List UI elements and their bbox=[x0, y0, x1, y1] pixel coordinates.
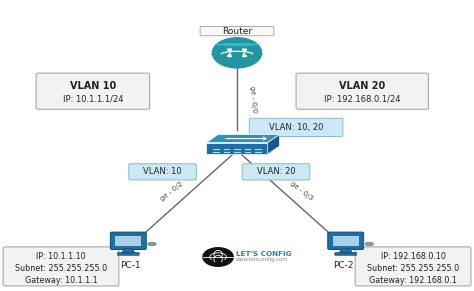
Polygon shape bbox=[339, 248, 352, 253]
Text: Subnet: 255.255.255.0: Subnet: 255.255.255.0 bbox=[367, 264, 459, 273]
Text: IP: 10.1.1.10: IP: 10.1.1.10 bbox=[36, 252, 86, 261]
Text: VLAN: 10: VLAN: 10 bbox=[143, 167, 182, 176]
FancyBboxPatch shape bbox=[355, 247, 471, 286]
Text: ge - 0/0: ge - 0/0 bbox=[249, 85, 257, 112]
Text: ge - 0/3: ge - 0/3 bbox=[290, 180, 314, 202]
FancyBboxPatch shape bbox=[242, 164, 310, 180]
Polygon shape bbox=[206, 143, 268, 154]
FancyBboxPatch shape bbox=[200, 26, 274, 36]
Circle shape bbox=[203, 248, 233, 266]
Text: VLAN: 10, 20: VLAN: 10, 20 bbox=[269, 123, 323, 132]
Polygon shape bbox=[268, 134, 280, 154]
Ellipse shape bbox=[365, 242, 374, 246]
Text: Router: Router bbox=[222, 26, 252, 36]
Polygon shape bbox=[206, 134, 280, 143]
FancyBboxPatch shape bbox=[118, 253, 139, 255]
Polygon shape bbox=[122, 248, 135, 253]
Text: IP: 192.168.0.1/24: IP: 192.168.0.1/24 bbox=[324, 94, 401, 103]
Text: PC-2: PC-2 bbox=[333, 261, 354, 270]
Text: www.letsconfig.com: www.letsconfig.com bbox=[236, 258, 288, 262]
FancyBboxPatch shape bbox=[333, 235, 358, 246]
FancyBboxPatch shape bbox=[110, 232, 146, 249]
Text: IP: 10.1.1.1/24: IP: 10.1.1.1/24 bbox=[63, 94, 123, 103]
Ellipse shape bbox=[148, 242, 156, 246]
FancyBboxPatch shape bbox=[249, 118, 343, 136]
FancyBboxPatch shape bbox=[328, 232, 364, 249]
Text: ge - 0/2: ge - 0/2 bbox=[160, 180, 184, 202]
Text: PC-1: PC-1 bbox=[120, 261, 141, 270]
FancyBboxPatch shape bbox=[36, 73, 150, 109]
Text: Gateway: 10.1.1.1: Gateway: 10.1.1.1 bbox=[25, 276, 97, 285]
Text: IP: 192.168.0.10: IP: 192.168.0.10 bbox=[381, 252, 446, 261]
Text: VLAN 10: VLAN 10 bbox=[70, 81, 116, 91]
FancyBboxPatch shape bbox=[296, 73, 428, 109]
FancyBboxPatch shape bbox=[129, 164, 196, 180]
FancyBboxPatch shape bbox=[335, 253, 356, 255]
Ellipse shape bbox=[215, 43, 259, 46]
Text: VLAN 20: VLAN 20 bbox=[339, 81, 385, 91]
Ellipse shape bbox=[211, 52, 263, 57]
FancyBboxPatch shape bbox=[3, 247, 119, 286]
Text: LET'S CONFIG: LET'S CONFIG bbox=[236, 251, 291, 257]
Text: Subnet: 255.255.255.0: Subnet: 255.255.255.0 bbox=[15, 264, 107, 273]
FancyBboxPatch shape bbox=[116, 235, 141, 246]
Text: VLAN: 20: VLAN: 20 bbox=[257, 167, 295, 176]
Text: Gateway: 192.168.0.1: Gateway: 192.168.0.1 bbox=[369, 276, 457, 285]
Circle shape bbox=[212, 38, 262, 68]
